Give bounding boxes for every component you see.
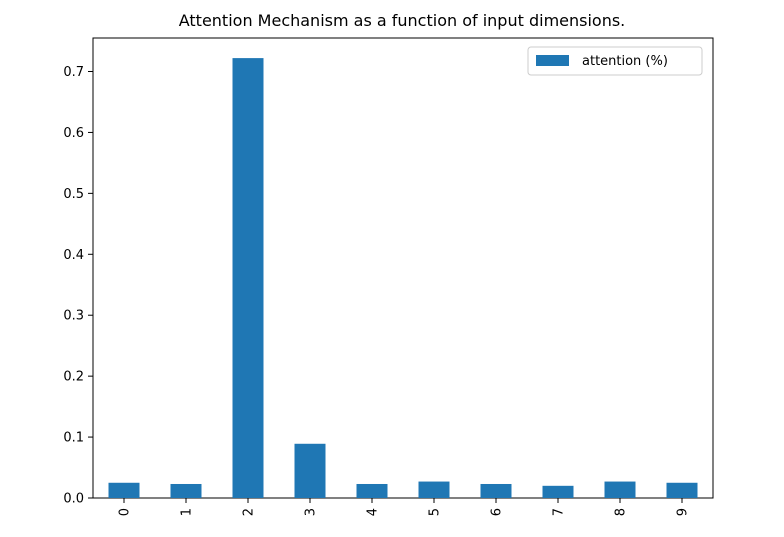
y-tick-label: 0.6 (63, 126, 84, 141)
x-tick-label: 3 (304, 508, 319, 516)
x-tick-label: 8 (614, 508, 629, 516)
x-tick-label: 4 (366, 508, 381, 516)
y-tick-label: 0.4 (63, 248, 84, 263)
bar-0 (108, 482, 140, 498)
x-tick-label: 2 (242, 508, 257, 516)
plot-frame (92, 37, 714, 499)
bar-8 (604, 481, 636, 498)
x-tick-label: 5 (428, 508, 443, 516)
bar-5 (418, 481, 450, 498)
x-tick-label: 9 (676, 508, 691, 516)
bar-4 (356, 483, 388, 498)
plot-area (92, 37, 714, 499)
x-tick-label: 1 (180, 508, 195, 516)
legend-box (527, 46, 703, 76)
legend-label: attention (%) (582, 54, 668, 69)
bar-1 (170, 483, 202, 498)
y-tick-label: 0.3 (63, 309, 84, 324)
y-tick-label: 0.0 (63, 492, 84, 507)
x-tick-label: 6 (490, 508, 505, 516)
legend: attention (%) (527, 46, 703, 76)
bar-3 (294, 443, 326, 498)
bars-group (108, 58, 698, 499)
y-axis: 0.0 0.1 0.2 0.3 0.4 0.5 0.6 0.7 (63, 65, 93, 507)
y-tick-label: 0.7 (63, 65, 84, 80)
x-tick-label: 7 (552, 508, 567, 516)
y-tick-label: 0.2 (63, 370, 84, 385)
y-tick-label: 0.1 (63, 431, 84, 446)
legend-swatch (536, 55, 569, 66)
x-axis: 0 1 2 3 4 5 6 7 8 9 (118, 498, 691, 516)
chart-title: Attention Mechanism as a function of inp… (179, 11, 626, 30)
x-tick-label: 0 (118, 508, 133, 516)
bar-2 (232, 58, 264, 499)
bar-7 (542, 485, 574, 498)
bar-9 (666, 482, 698, 498)
bar-6 (480, 483, 512, 498)
y-tick-label: 0.5 (63, 187, 84, 202)
